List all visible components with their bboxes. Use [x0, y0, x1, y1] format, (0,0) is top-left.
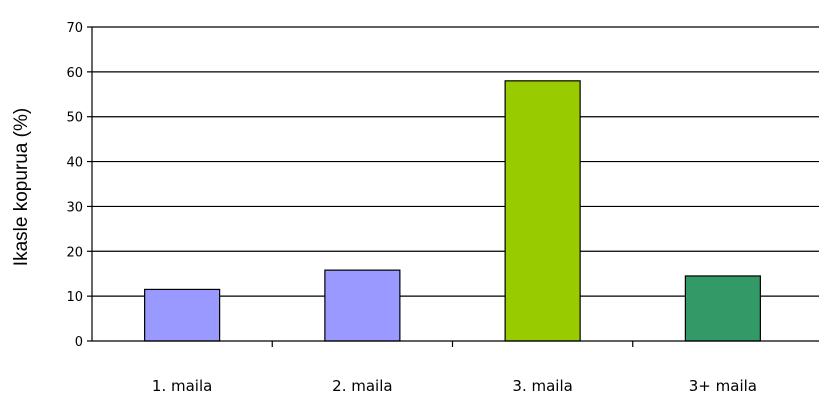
bar-2: [324, 269, 401, 342]
y-tick-label-30: 30: [66, 200, 83, 215]
y-tick-label-20: 20: [66, 245, 83, 260]
y-tick-label-0: 0: [75, 335, 83, 350]
y-tick-label-60: 60: [66, 66, 83, 81]
y-tick-label-10: 10: [66, 290, 83, 305]
labels: 0 10 20 30 40 50 60 70 1. maila 2. maila 3. maila 3…: [66, 21, 757, 395]
x-tick-label-4: 3+ maila: [689, 377, 757, 395]
x-tick-label-3: 3. maila: [512, 377, 572, 395]
gridlines: [92, 26, 819, 297]
x-tick-label-1: 1. maila: [152, 377, 212, 395]
bar-4: [684, 275, 761, 342]
bar-3: [504, 80, 581, 342]
bar-1: [144, 288, 221, 342]
y-axis-title: Ikasle kopurua (%): [11, 108, 32, 266]
y-tick-label-40: 40: [66, 156, 83, 171]
y-tick-label-50: 50: [66, 111, 83, 126]
x-tick-label-2: 2. maila: [332, 377, 392, 395]
bars: [144, 80, 761, 342]
axes: [87, 26, 819, 347]
y-tick-label-70: 70: [66, 21, 83, 36]
